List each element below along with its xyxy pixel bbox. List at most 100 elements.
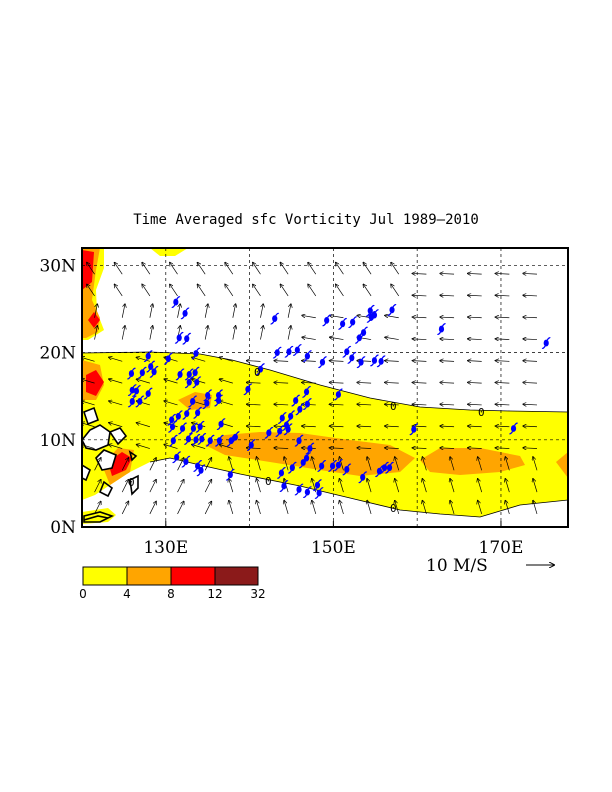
- colorbar-tick-label: 0: [79, 587, 87, 601]
- typhoon-symbol-icon: [305, 442, 315, 455]
- typhoon-symbol-icon: [214, 434, 224, 447]
- colorbar-segment-4-8: [126, 566, 172, 586]
- wind-vector-arrow: [495, 339, 510, 340]
- wind-vector-arrow: [308, 284, 317, 297]
- wind-vector-arrow: [495, 273, 510, 274]
- typhoon-symbol-icon: [184, 368, 194, 381]
- wind-vector-arrow: [339, 501, 344, 515]
- wind-vector-arrow: [109, 445, 123, 449]
- typhoon-symbol-icon: [264, 426, 274, 439]
- wind-vector-arrow: [450, 479, 455, 493]
- wind-vector-arrow: [302, 382, 316, 383]
- typhoon-symbol-icon: [333, 459, 343, 471]
- typhoon-symbol-icon: [437, 323, 446, 335]
- typhoon-symbol-icon: [214, 394, 224, 407]
- wind-vector-arrow: [312, 457, 317, 471]
- wind-vector-arrow: [367, 457, 372, 471]
- vorticity-level1-area: [82, 352, 568, 517]
- typhoon-symbol-icon: [203, 389, 213, 402]
- typhoon-symbol-icon: [342, 463, 352, 476]
- typhoon-symbol-icon: [195, 420, 205, 433]
- wind-vector-arrow: [287, 304, 291, 318]
- vorticity-level3-area: [88, 312, 100, 328]
- wind-vector-arrow: [164, 401, 178, 406]
- typhoon-symbol-icon: [178, 422, 188, 435]
- wind-vector-arrow: [478, 457, 483, 471]
- wind-vector-arrow: [523, 361, 538, 362]
- wind-vector-arrow: [468, 382, 482, 383]
- wind-vector-arrow: [82, 401, 95, 406]
- wind-vector-arrow: [308, 263, 317, 275]
- colorbar-segment-12-32: [214, 566, 259, 586]
- wind-vector-arrow: [225, 284, 234, 297]
- wind-vector-arrow: [204, 480, 211, 493]
- wind-vector-arrow: [468, 295, 482, 296]
- contour-label: 0: [265, 475, 272, 488]
- typhoon-symbol-icon: [298, 456, 308, 469]
- colorbar-tick-label: 8: [167, 587, 175, 601]
- wind-vector-arrow: [329, 361, 344, 362]
- wind-vector-arrow: [232, 326, 236, 340]
- wind-vector-arrow: [395, 457, 400, 471]
- latitude-tick-label: 30N: [39, 256, 76, 276]
- map-title: Time Averaged sfc Vorticity Jul 1989–201…: [133, 212, 479, 228]
- typhoon-symbol-icon: [277, 412, 287, 424]
- wind-vector-arrow: [246, 448, 261, 449]
- typhoon-symbol-icon: [322, 314, 332, 327]
- wind-vector-arrow: [523, 382, 538, 383]
- typhoon-symbol-icon: [205, 434, 215, 447]
- wind-vector-arrow: [339, 457, 344, 471]
- wind-vector-arrow: [329, 404, 344, 405]
- colorbar-tick-label: 4: [123, 587, 131, 601]
- wind-vector-arrow: [357, 382, 372, 383]
- vorticity-level2-area: [420, 448, 525, 475]
- typhoon-symbol-icon: [380, 461, 389, 474]
- wind-vector-arrow: [495, 448, 510, 449]
- wind-vector-arrow: [495, 426, 510, 427]
- typhoon-symbol-icon: [302, 385, 312, 398]
- wind-vector-arrow: [109, 379, 123, 384]
- colorbar-tick-label: 12: [207, 587, 223, 601]
- wind-vector-arrow: [412, 382, 427, 383]
- wind-vector-arrow: [330, 337, 344, 339]
- wind-vector-arrow: [94, 501, 101, 515]
- wind-vector-arrow: [82, 423, 95, 428]
- wind-vector-arrow: [412, 273, 427, 274]
- typhoon-symbol-icon: [192, 376, 202, 389]
- wind-vector-arrow: [357, 426, 372, 427]
- wind-vector-arrow: [440, 361, 455, 362]
- typhoon-symbol-icon: [359, 326, 369, 339]
- wind-vector-arrow: [385, 382, 399, 383]
- typhoon-symbol-icon: [183, 433, 193, 445]
- longitude-tick-label: 150E: [311, 538, 356, 558]
- wind-vector-arrow: [412, 339, 427, 340]
- wind-vector-arrow: [170, 284, 178, 297]
- wind-vector-arrow: [204, 326, 208, 340]
- typhoon-symbol-icon: [168, 434, 178, 447]
- wind-vector-arrow: [121, 326, 125, 340]
- wind-vector-arrow: [391, 284, 400, 297]
- typhoon-symbol-icon: [202, 397, 212, 410]
- latitude-tick-label: 20N: [39, 344, 76, 364]
- contour-label: 0: [478, 406, 485, 419]
- wind-vector-arrow: [440, 382, 455, 383]
- wind-vector-arrow: [219, 379, 233, 384]
- typhoon-symbol-icon: [143, 350, 153, 363]
- wind-vector-arrow: [339, 479, 344, 493]
- typhoon-symbol-icon: [180, 307, 190, 320]
- wind-vector-arrow: [330, 315, 344, 317]
- typhoon-symbol-icon: [149, 365, 159, 378]
- vorticity-level1-area: [150, 248, 188, 256]
- wind-vector-arrow: [94, 458, 101, 471]
- wind-vector-arrow: [468, 317, 482, 318]
- typhoon-symbol-icon: [509, 422, 518, 435]
- wind-vector-arrow: [385, 361, 399, 362]
- wind-vector-arrow: [495, 317, 510, 318]
- wind-vector-arrow: [422, 501, 427, 515]
- wind-vector-arrow: [204, 304, 208, 318]
- wind-vector-arrow: [253, 263, 261, 275]
- wind-vector-arrow: [164, 445, 178, 449]
- wind-vector-arrow: [523, 295, 538, 296]
- wind-vector-arrow: [109, 401, 123, 406]
